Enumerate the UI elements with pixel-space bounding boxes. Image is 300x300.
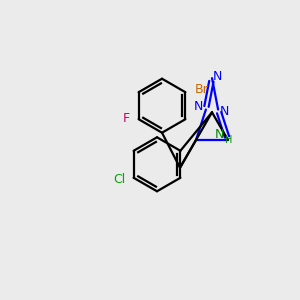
Text: N: N [212, 70, 222, 83]
Text: N: N [219, 105, 229, 118]
Text: N: N [214, 128, 224, 141]
Text: Br: Br [194, 83, 208, 96]
Text: H: H [225, 135, 233, 145]
Text: F: F [123, 112, 130, 125]
Text: Cl: Cl [113, 173, 126, 186]
Text: N: N [194, 100, 204, 113]
